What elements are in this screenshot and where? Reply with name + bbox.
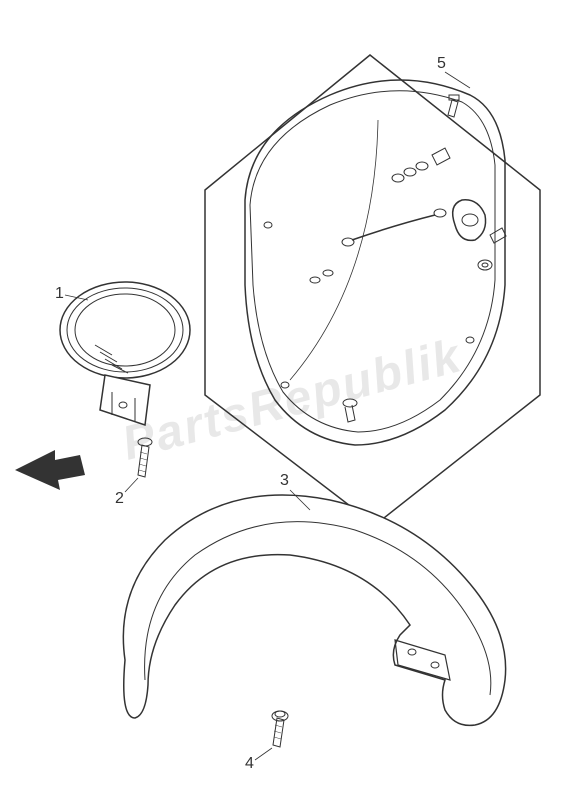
direction-arrow (15, 450, 85, 490)
fender-bolt (272, 711, 288, 747)
callout-line-2 (125, 478, 138, 492)
group-frame-hexagon (205, 55, 540, 525)
callout-3: 3 (280, 472, 289, 490)
windshield-part (245, 80, 505, 445)
parts-diagram: PartsRepublik (0, 0, 584, 800)
headlamp-bolt (138, 438, 152, 477)
headlamp-housing (60, 282, 190, 425)
callout-2: 2 (115, 490, 124, 508)
callout-1: 1 (55, 285, 64, 303)
callout-4: 4 (245, 755, 254, 773)
diagram-svg (0, 0, 584, 800)
front-fender (123, 495, 505, 725)
callout-line-4 (255, 748, 272, 760)
callout-line-5 (445, 72, 470, 88)
callout-5: 5 (437, 55, 446, 73)
